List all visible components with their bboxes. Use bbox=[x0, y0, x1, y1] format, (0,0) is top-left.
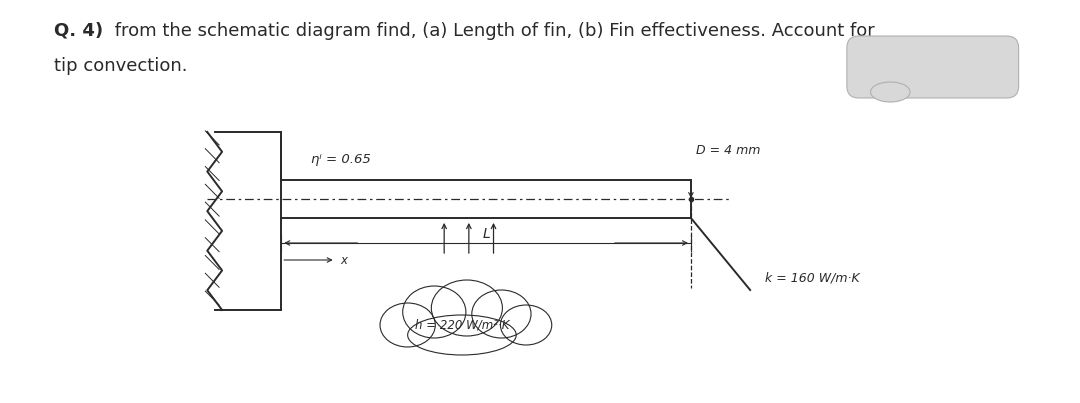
FancyBboxPatch shape bbox=[847, 36, 1018, 98]
Text: tip convection.: tip convection. bbox=[54, 57, 188, 75]
Text: k = 160 W/m·K: k = 160 W/m·K bbox=[765, 272, 860, 285]
Ellipse shape bbox=[407, 315, 516, 355]
Text: ηⁱ = 0.65: ηⁱ = 0.65 bbox=[311, 154, 370, 166]
Text: Q. 4): Q. 4) bbox=[54, 22, 104, 40]
Ellipse shape bbox=[403, 286, 465, 338]
Ellipse shape bbox=[500, 305, 552, 345]
Ellipse shape bbox=[870, 82, 910, 102]
Ellipse shape bbox=[431, 280, 502, 336]
Text: x: x bbox=[340, 253, 348, 266]
Ellipse shape bbox=[380, 303, 435, 347]
Ellipse shape bbox=[472, 290, 531, 338]
Text: D = 4 mm: D = 4 mm bbox=[696, 143, 760, 156]
Text: from the schematic diagram find, (a) Length of fin, (b) Fin effectiveness. Accou: from the schematic diagram find, (a) Len… bbox=[109, 22, 875, 40]
Text: L: L bbox=[483, 227, 490, 241]
Text: h = 220 W/m²·K: h = 220 W/m²·K bbox=[415, 318, 509, 332]
